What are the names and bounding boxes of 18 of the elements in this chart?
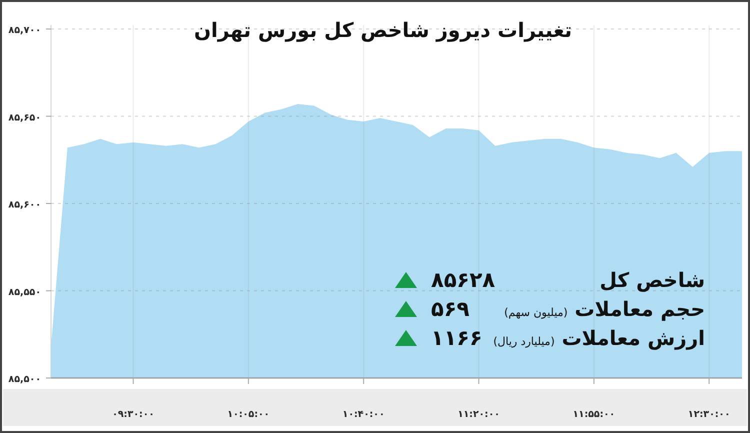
annotation: ۸۵۶۲۸ (431, 268, 496, 292)
annotation: ۵۶۹ (431, 297, 470, 321)
x-tick-label: ۱۰:۰۵:۰۰ (227, 409, 270, 420)
annotation: ارزش معاملات (میلیارد ریال) (493, 326, 705, 350)
y-tick-label: ۸۵,۶۰۰ (8, 200, 41, 210)
x-tick-label: ۱۲:۳۰:۰۰ (688, 409, 730, 420)
x-tick-label: ۱۰:۴۰:۰۰ (342, 409, 385, 420)
y-tick-label: ۸۵,۷۰۰ (8, 25, 41, 36)
y-tick-label: ۸۵,۶۵۰ (8, 112, 41, 124)
annotation: حجم معاملات (میلیون سهم) (504, 297, 705, 321)
x-tick-label: ۱۱:۵۵:۰۰ (572, 409, 616, 420)
x-tick-label: ۱۱:۲۰:۰۰ (458, 409, 500, 420)
y-tick-label: ۸۵,۵۵۰ (8, 286, 41, 298)
annotation: شاخص کل (600, 268, 705, 292)
y-tick-label: ۸۵,۵۰۰ (8, 374, 41, 385)
chart-title: تغییرات دیروز شاخص کل بورس تهران (194, 18, 572, 42)
annotation: ۱۱۶۶ (431, 326, 482, 350)
x-tick-label: ۰۹:۳۰:۰۰ (112, 409, 154, 420)
